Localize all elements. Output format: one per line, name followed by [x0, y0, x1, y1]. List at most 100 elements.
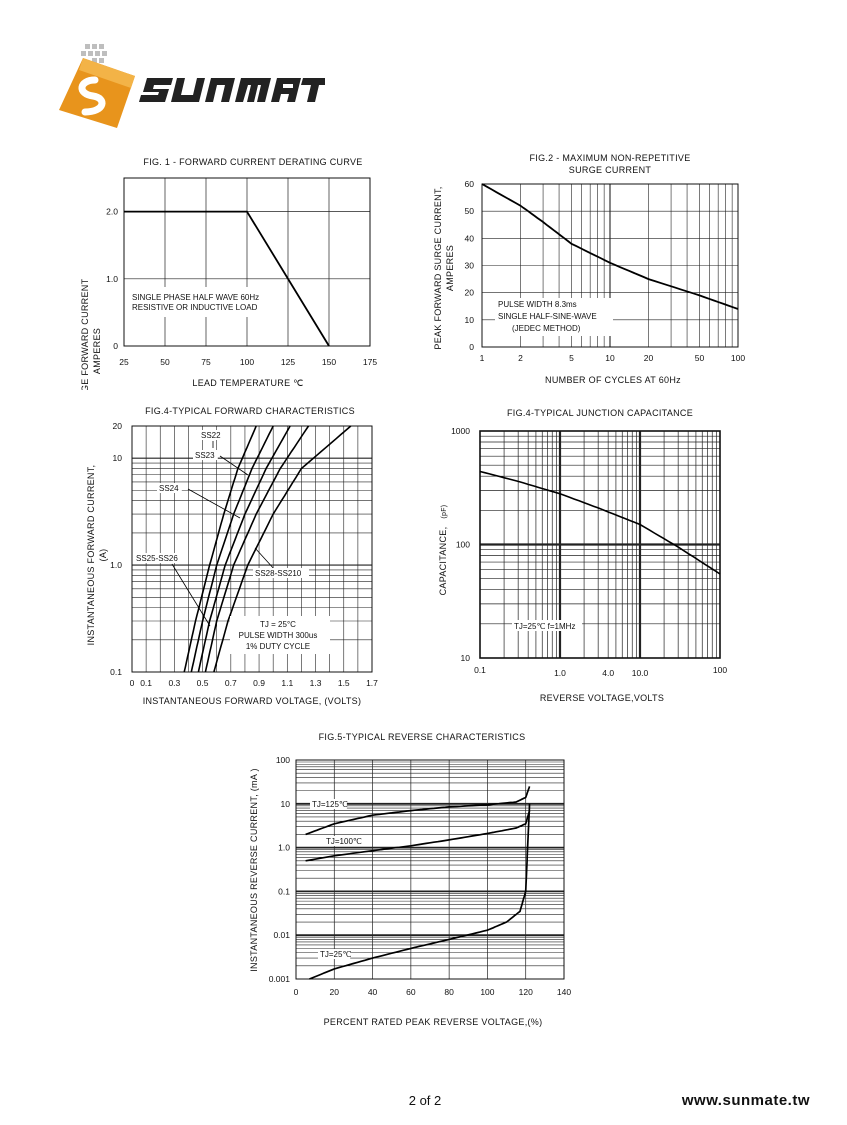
fig4-ylabel: CAPACITANCE, (pF) [438, 505, 448, 596]
fig2-y-tick-label: 20 [465, 288, 475, 298]
fig4-series-line [479, 470, 721, 575]
fig4-x-tick-label: 1.0 [554, 668, 566, 678]
fig2-x-tick-label: 100 [731, 353, 745, 363]
fig5-series-line-0 [305, 786, 531, 836]
fig5-series-line-2 [309, 803, 531, 980]
fig1-ylabel-line1: AVERAGE FORWARD CURRENT [80, 278, 90, 390]
fig3-label-bg [193, 450, 218, 460]
fig1-chart: FIG. 1 - FORWARD CURRENT DERATING CURVE … [80, 157, 377, 423]
fig2-y-tick-label: 0 [469, 342, 474, 352]
fig1-annotation-box [130, 287, 280, 317]
fig3-x-tick-label: 0.5 [197, 678, 209, 688]
fig2-annotation-line3: (JEDEC METHOD) [512, 324, 581, 333]
fig2-chart: FIG.2 - MAXIMUM NON-REPETITIVE SURGE CUR… [433, 153, 745, 385]
fig5-plot-frame [295, 759, 565, 980]
fig1-x-tick-label: 125 [281, 357, 295, 367]
fig1-x-tick-label: 25 [119, 357, 129, 367]
fig5-label-bg [324, 836, 361, 846]
fig2-y-tick-label: 10 [465, 315, 475, 325]
fig2-y-tick-label: 60 [465, 179, 475, 189]
fig5-y-tick-label: 0.1 [278, 886, 290, 896]
fig5-y-tick-label: 0.001 [269, 974, 291, 984]
fig3-x-tick-label: 1.7 [366, 678, 378, 688]
fig3-ylabel-line2: (A) [98, 549, 108, 562]
fig1-x-tick-label: 100 [240, 357, 254, 367]
fig1-ylabel-line2: AMPERES [92, 328, 102, 374]
fig3-xlabel: INSTANTANEOUS FORWARD VOLTAGE, (VOLTS) [143, 696, 362, 706]
fig2-y-tick-label: 30 [465, 261, 475, 271]
fig5-title: FIG.5-TYPICAL REVERSE CHARACTERISTICS [319, 732, 526, 742]
fig3-series-line-ss24 [197, 425, 291, 673]
fig5-label-bg [310, 799, 347, 809]
figure-3: FIG.4-TYPICAL FORWARD CHARACTERISTICS IN… [80, 400, 400, 710]
page-number: 2 of 2 [408, 1093, 442, 1108]
fig4-ylabel-unit: (pF) [441, 505, 448, 519]
figure-1: FIG. 1 - FORWARD CURRENT DERATING CURVE … [70, 150, 390, 423]
fig5-label-bg [318, 949, 351, 959]
fig1-y-tick-label: 2.0 [106, 207, 118, 217]
fig3-annotation-line: PULSE WIDTH 300us [239, 631, 318, 640]
fig2-ylabel-line1: PEAK FORWARD SURGE CURRENT, [433, 186, 443, 349]
fig4-x-tick-label: 4.0 [602, 668, 614, 678]
fig4-title: FIG.4-TYPICAL JUNCTION CAPACITANCE [507, 408, 693, 418]
fig3-x-tick-label: 0.3 [168, 678, 180, 688]
fig4-x-tick-label: 0.1 [474, 665, 486, 675]
fig3-y-tick-label: 0.1 [110, 667, 122, 677]
fig5-x-tick-label: 100 [480, 987, 494, 997]
fig3-series-label: SS23 [195, 451, 215, 460]
fig5-y-tick-label: 100 [276, 755, 290, 765]
fig1-plot-frame [123, 177, 371, 347]
fig2-x-tick-label: 50 [695, 353, 705, 363]
fig3-x-tick-label: 1.1 [281, 678, 293, 688]
fig5-x-tick-label: 20 [330, 987, 340, 997]
fig5-series-label: TJ=25℃ [320, 950, 351, 959]
fig5-y-tick-label: 0.01 [273, 930, 290, 940]
fig3-label-bg [157, 483, 182, 493]
fig3-series-label: SS25-SS26 [136, 554, 178, 563]
fig5-x-tick-label: 80 [444, 987, 454, 997]
fig1-x-tick-label: 75 [201, 357, 211, 367]
fig4-annotation: TJ=25℃ f=1MHz [514, 622, 575, 631]
fig5-y-tick-label: 1.0 [278, 843, 290, 853]
fig4-x-tick-label: 10.0 [632, 668, 649, 678]
fig2-annotation-line1: PULSE WIDTH 8.3ms [498, 300, 577, 309]
fig2-x-tick-label: 20 [644, 353, 654, 363]
fig1-y-tick-label: 1.0 [106, 274, 118, 284]
fig1-x-tick-label: 50 [160, 357, 170, 367]
fig2-annotation-box [495, 298, 613, 336]
fig3-series-line-ss22 [183, 425, 257, 673]
fig3-y-tick-label: 20 [113, 421, 123, 431]
fig2-series-line [481, 183, 739, 310]
fig4-x-tick-label: 100 [713, 665, 727, 675]
fig4-xlabel: REVERSE VOLTAGE,VOLTS [540, 693, 664, 703]
fig2-plot-frame [481, 183, 739, 348]
fig5-series-label: TJ=100℃ [326, 837, 362, 846]
fig2-x-tick-label: 10 [605, 353, 615, 363]
fig4-chart: FIG.4-TYPICAL JUNCTION CAPACITANCE CAPAC… [438, 408, 727, 703]
fig2-annotation-line2: SINGLE HALF-SINE-WAVE [498, 312, 597, 321]
fig3-series-label: SS22 [201, 431, 221, 440]
fig3-x-tick-label: 1.5 [338, 678, 350, 688]
fig4-y-tick-label: 1000 [451, 426, 470, 436]
fig4-y-tick-label: 100 [456, 540, 470, 550]
fig4-annotation-box [512, 620, 582, 631]
fig2-x-tick-label: 1 [480, 353, 485, 363]
fig5-chart: FIG.5-TYPICAL REVERSE CHARACTERISTICS IN… [249, 732, 571, 1027]
fig3-annotation-line: 1% DUTY CYCLE [246, 642, 310, 651]
fig2-x-tick-label: 5 [569, 353, 574, 363]
fig3-series-line-ss28-ss210 [213, 425, 352, 673]
fig1-annotation-line2: RESISTIVE OR INDUCTIVE LOAD [132, 303, 258, 312]
fig2-title-line1: FIG.2 - MAXIMUM NON-REPETITIVE [529, 153, 690, 163]
fig3-callout-line [187, 488, 241, 519]
fig3-x-tick-label: 0.9 [253, 678, 265, 688]
fig2-xlabel: NUMBER OF CYCLES AT 60Hz [545, 375, 681, 385]
fig3-title: FIG.4-TYPICAL FORWARD CHARACTERISTICS [145, 406, 355, 416]
fig3-chart: FIG.4-TYPICAL FORWARD CHARACTERISTICS IN… [86, 406, 378, 706]
fig3-series-line-ss25-ss26 [204, 425, 310, 673]
fig3-annotation-line: TJ = 25°C [260, 620, 296, 629]
brand-logo-graphic [59, 44, 327, 128]
fig5-y-tick-label: 10 [281, 799, 291, 809]
fig4-plot-frame [479, 430, 721, 659]
website-link[interactable]: www.sunmate.tw [681, 1092, 810, 1109]
fig3-x-tick-label: 0 [130, 678, 135, 688]
